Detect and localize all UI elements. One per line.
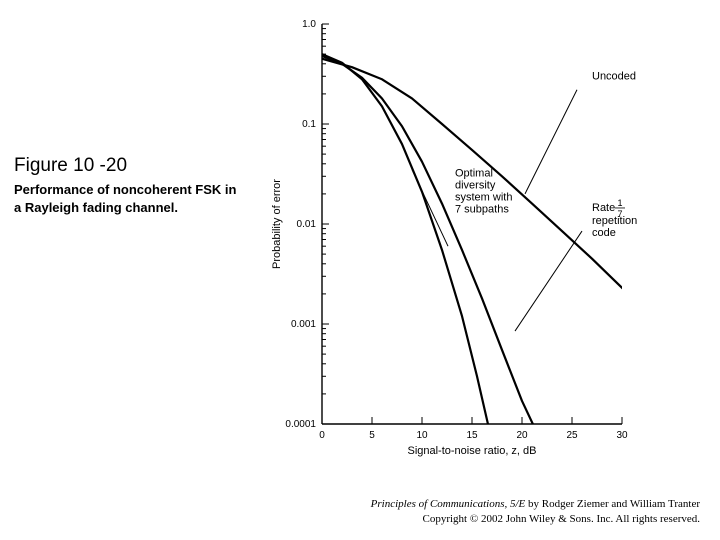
svg-text:30: 30: [616, 430, 628, 441]
svg-text:1.0: 1.0: [302, 19, 316, 30]
credit-rest: by Rodger Ziemer and William Tranter: [525, 498, 700, 510]
credit-line2: Copyright © 2002 John Wiley & Sons. Inc.…: [371, 512, 700, 526]
svg-text:0.01: 0.01: [297, 219, 317, 230]
credit-line1: Principles of Communications, 5/E by Rod…: [371, 497, 700, 511]
svg-text:0.0001: 0.0001: [285, 419, 316, 430]
svg-text:1: 1: [617, 198, 622, 208]
figure-caption: Figure 10 -20 Performance of noncoherent…: [14, 155, 244, 216]
svg-text:repetitioncode: repetitioncode: [592, 215, 637, 239]
svg-text:0: 0: [319, 430, 325, 441]
figure-title: Performance of noncoherent FSK in a Rayl…: [14, 181, 244, 216]
svg-text:0.001: 0.001: [291, 319, 316, 330]
chart: 0 5 10 15 20 25 30 Signal-to-noise ratio, z, dB…: [262, 10, 682, 460]
svg-text:5: 5: [369, 430, 375, 441]
svg-text:Signal-to-noise ratio, z, dB: Signal-to-noise ratio, z, dB: [407, 445, 536, 457]
copyright-credit: Principles of Communications, 5/E by Rod…: [371, 497, 700, 526]
chart-svg: 0 5 10 15 20 25 30 Signal-to-noise ratio, z, dB…: [262, 10, 682, 460]
svg-text:10: 10: [416, 430, 428, 441]
svg-text:25: 25: [566, 430, 578, 441]
svg-text:Uncoded: Uncoded: [592, 70, 636, 82]
svg-text:Optimaldiversitysystem with7 s: Optimaldiversitysystem with7 subpaths: [455, 167, 512, 215]
svg-text:0.1: 0.1: [302, 119, 316, 130]
svg-text:20: 20: [516, 430, 528, 441]
svg-text:Probability of error: Probability of error: [271, 179, 283, 269]
figure-number: Figure 10 -20: [14, 155, 244, 177]
credit-book: Principles of Communications, 5/E: [371, 498, 526, 510]
svg-text:Rate: Rate: [592, 202, 615, 214]
svg-text:15: 15: [466, 430, 478, 441]
